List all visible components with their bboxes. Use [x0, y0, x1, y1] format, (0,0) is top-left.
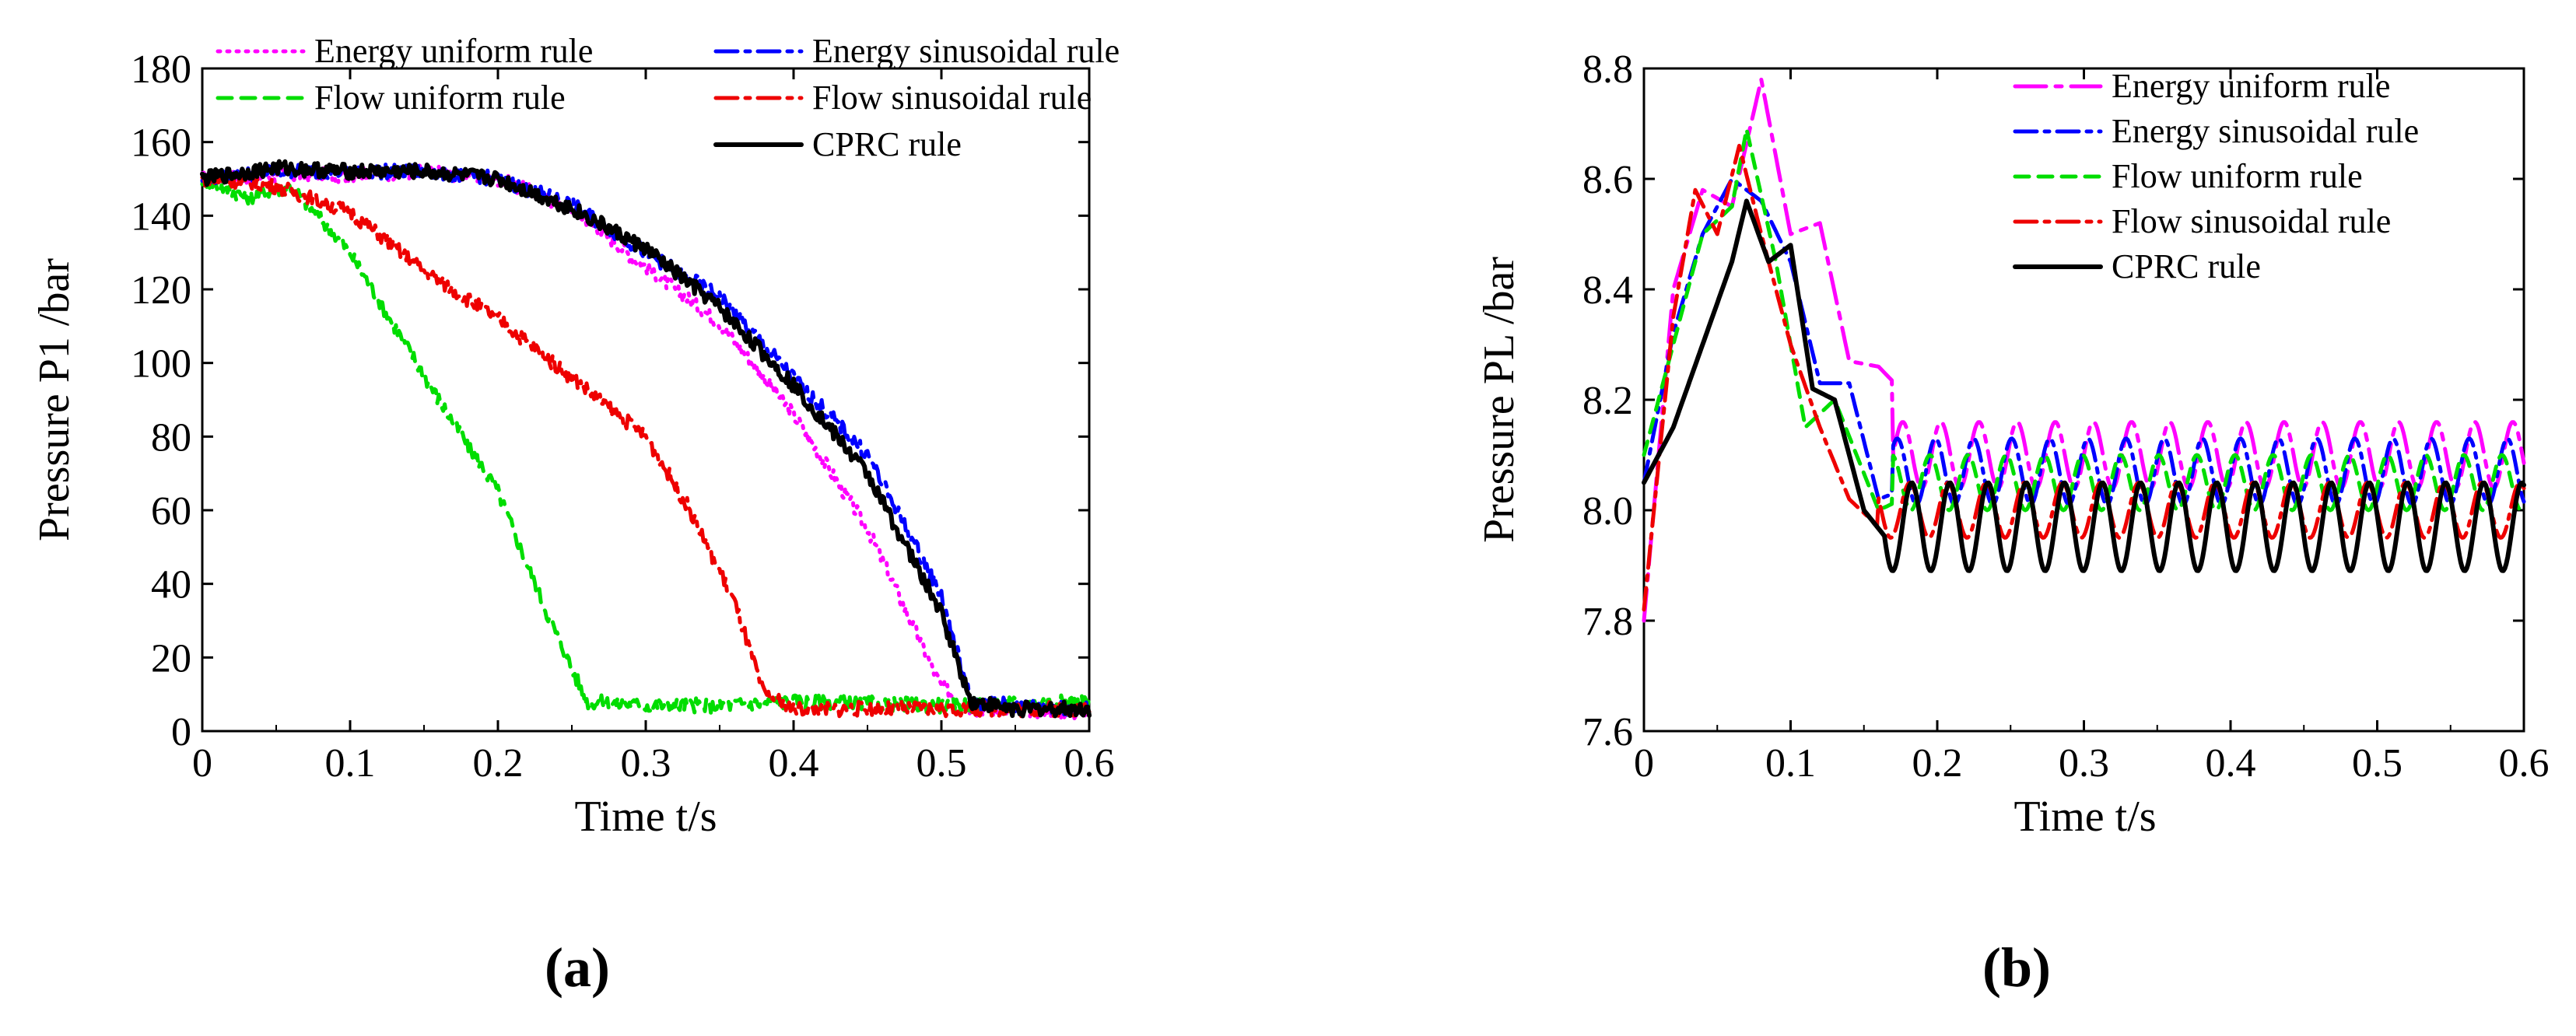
- legend-label: Flow uniform rule: [314, 79, 566, 117]
- y-tick-label: 80: [151, 415, 191, 460]
- legend-label: Energy sinusoidal rule: [812, 32, 1120, 70]
- x-tick-label: 0: [1634, 741, 1654, 786]
- x-tick-label: 0.1: [1765, 741, 1816, 786]
- y-tick-label: 140: [131, 194, 191, 239]
- panel-a-y-axis-label: Pressure P1 /bar: [30, 258, 79, 541]
- panel-a-label: (a): [545, 936, 610, 999]
- panel-a-legend: Energy uniform rule Flow uniform rule Ener…: [216, 32, 1120, 163]
- series-line-energy-sinusoidal-rule: [1642, 177, 2526, 507]
- x-tick-label: 0.2: [473, 741, 524, 786]
- y-tick-label: 20: [151, 636, 191, 681]
- y-tick-label: 180: [131, 47, 191, 92]
- legend-label: CPRC rule: [2112, 247, 2261, 285]
- legend-label: Flow sinusoidal rule: [812, 79, 1092, 117]
- legend-label: Flow uniform rule: [2112, 157, 2363, 195]
- legend-label: CPRC rule: [812, 125, 962, 163]
- series-line-flow-sinusoidal-rule: [200, 171, 1092, 719]
- y-tick-label: 8.6: [1582, 158, 1633, 202]
- panel-b-lines: [1642, 77, 2526, 623]
- panel-b: 0 0.1 0.2 0.3 0.4 0.5 0.6 7.6 7.8 8.0 8.2 8.4 8.6 8.8…: [1475, 47, 2550, 999]
- y-tick-label: 8.8: [1582, 47, 1633, 92]
- legend-label: Energy sinusoidal rule: [2112, 112, 2419, 150]
- panel-b-legend: Energy uniform rule Energy sinusoidal rul…: [2013, 67, 2419, 285]
- x-tick-label: 0: [192, 741, 212, 786]
- panel-b-ticks: 0 0.1 0.2 0.3 0.4 0.5 0.6 7.6 7.8 8.0 8.2 8.4 8.6 8.8: [1582, 47, 2550, 786]
- y-tick-label: 120: [131, 268, 191, 313]
- panel-b-y-axis-label: Pressure PL /bar: [1475, 257, 1523, 543]
- panel-b-plot-frame: [1642, 67, 2525, 733]
- x-tick-label: 0.1: [325, 741, 376, 786]
- legend-label: Energy uniform rule: [2112, 67, 2390, 105]
- y-tick-label: 40: [151, 563, 191, 607]
- y-tick-label: 8.0: [1582, 489, 1633, 534]
- series-line-cprc-rule: [1642, 198, 2526, 573]
- y-tick-label: 0: [171, 710, 191, 754]
- legend-label: Energy uniform rule: [314, 32, 593, 70]
- series-line-cprc-rule: [200, 159, 1092, 719]
- x-tick-label: 0.4: [769, 741, 819, 786]
- x-tick-label: 0.4: [2206, 741, 2256, 786]
- panel-a: 0 0.1 0.2 0.3 0.4 0.5 0.6 0 20 40 60 80 100 120 140 160…: [30, 32, 1120, 999]
- panel-b-label: (b): [1982, 936, 2051, 999]
- panel-b-x-axis-label: Time t/s: [2013, 793, 2156, 841]
- y-tick-label: 60: [151, 489, 191, 534]
- y-tick-label: 7.8: [1582, 600, 1633, 644]
- y-tick-label: 8.4: [1582, 268, 1633, 313]
- legend-label: Flow sinusoidal rule: [2112, 202, 2391, 240]
- panel-a-ticks: 0 0.1 0.2 0.3 0.4 0.5 0.6 0 20 40 60 80 100 120 140 160…: [131, 47, 1115, 786]
- x-tick-label: 0.3: [2059, 741, 2109, 786]
- y-tick-label: 160: [131, 121, 191, 166]
- x-tick-label: 0.6: [2499, 741, 2550, 786]
- y-tick-label: 8.2: [1582, 379, 1633, 423]
- x-tick-label: 0.5: [2352, 741, 2403, 786]
- panel-a-x-axis-label: Time t/s: [574, 793, 717, 841]
- x-tick-label: 0.2: [1912, 741, 1963, 786]
- y-tick-label: 7.6: [1582, 710, 1633, 754]
- x-tick-label: 0.3: [621, 741, 671, 786]
- x-tick-label: 0.6: [1064, 741, 1115, 786]
- series-line-energy-uniform-rule: [1642, 77, 2526, 623]
- y-tick-label: 100: [131, 342, 191, 387]
- x-tick-label: 0.5: [916, 741, 967, 786]
- series-line-flow-sinusoidal-rule: [1642, 143, 2526, 612]
- panel-a-lines: [200, 159, 1092, 721]
